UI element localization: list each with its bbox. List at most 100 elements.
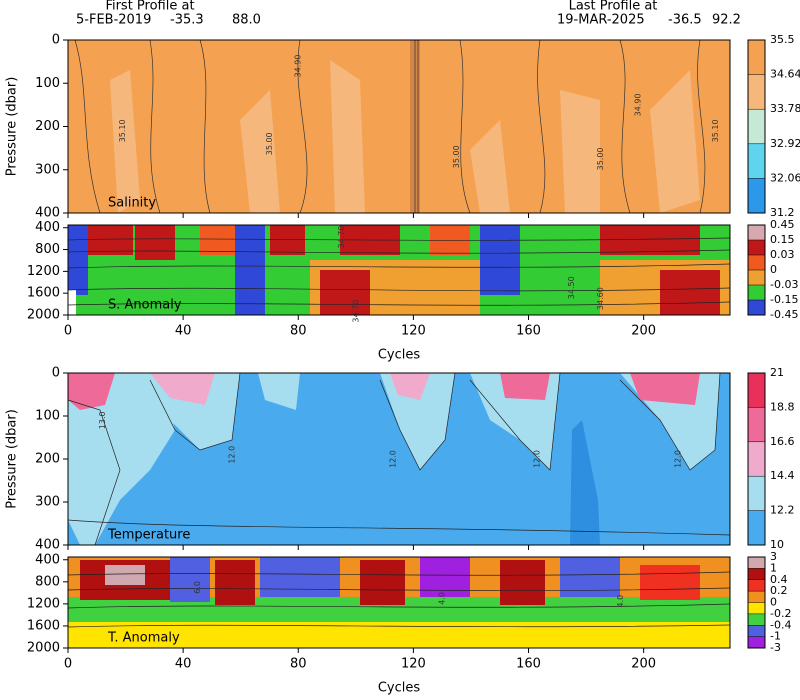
colorbar-bin	[748, 178, 765, 213]
colorbar-label: -0.03	[770, 278, 798, 291]
colorbar-bin	[748, 510, 765, 545]
y-tick-label: 400	[35, 552, 60, 567]
colorbar-label: 12.2	[770, 504, 795, 517]
x-axis-label: Cycles	[378, 681, 421, 696]
colorbar-bin	[748, 579, 765, 592]
x-tick-label: 0	[64, 657, 72, 672]
contour-label: 35.10	[711, 119, 720, 142]
y-tick-label: 200	[35, 452, 60, 467]
last-profile-date: 19-MAR-2025	[557, 13, 645, 28]
x-tick-label: 80	[290, 324, 307, 339]
x-tick-label: 120	[401, 324, 426, 339]
y-tick-label: 300	[35, 495, 60, 510]
colorbar-bin	[748, 373, 765, 408]
y-tick-label: 400	[35, 220, 60, 235]
temperature-anomaly-field	[67, 557, 731, 648]
colorbar-label: 32.06	[770, 171, 800, 184]
colorbar-label: 0.4	[770, 573, 788, 586]
contour-label: 35.00	[452, 145, 461, 168]
x-tick-label: 120	[401, 657, 426, 672]
salinity-anomaly-field	[67, 225, 731, 315]
colorbar-label: 32.92	[770, 137, 800, 150]
y-tick-label: 800	[35, 574, 60, 589]
y-tick-label: 400	[35, 206, 60, 221]
last-profile-lon: 92.2	[712, 13, 741, 28]
colorbar-bin	[748, 300, 765, 315]
colorbar-bin	[748, 225, 765, 240]
colorbar-label: 10	[770, 538, 784, 551]
colorbar-bin	[748, 557, 765, 569]
x-tick-label: 160	[516, 324, 541, 339]
colorbar-label: -0.15	[770, 293, 798, 306]
x-axis-label: Cycles	[378, 348, 421, 363]
colorbar-label: 0.03	[770, 248, 795, 261]
colorbar-label: 0.45	[770, 218, 795, 231]
x-tick-label: 200	[631, 324, 656, 339]
y-tick-label: 2000	[27, 308, 60, 323]
colorbar-label: 3	[770, 550, 777, 563]
y-axis-label: Pressure (dbar)	[5, 409, 20, 509]
plot-frame	[67, 556, 731, 649]
colorbar-label: 21	[770, 366, 784, 379]
contour-label: 34.70	[337, 226, 346, 249]
y-tick-label: 800	[35, 242, 60, 257]
colorbar-bin	[748, 625, 765, 637]
first-profile-lon: 88.0	[232, 13, 261, 28]
first-profile-date: 5-FEB-2019	[76, 13, 151, 28]
colorbar-label: 18.8	[770, 400, 795, 413]
panel-title: Temperature	[107, 528, 190, 543]
colorbar-label: -0.4	[770, 618, 791, 631]
panel-title: Salinity	[108, 196, 156, 211]
colorbar-bin	[748, 441, 765, 477]
colorbar-label: 0	[770, 263, 777, 276]
colorbar-bin	[748, 636, 765, 648]
contour-label: 35.10	[118, 119, 127, 142]
colorbar-bin	[748, 255, 765, 270]
contour-label: 12.0	[674, 450, 683, 468]
first-profile-label: First Profile at	[105, 0, 194, 14]
colorbar-label: -1	[770, 630, 781, 643]
x-tick-label: 40	[175, 657, 192, 672]
colorbar-bin	[748, 285, 765, 300]
contour-label: 4.0	[438, 592, 447, 605]
colorbar-bin	[748, 602, 765, 614]
x-tick-label: 0	[64, 324, 72, 339]
temperature-field	[67, 372, 731, 546]
contour-label: 34.50	[567, 276, 576, 299]
colorbar-label: 0.2	[770, 584, 788, 597]
y-tick-label: 2000	[27, 641, 60, 656]
contour-label: 35.00	[596, 147, 605, 170]
contour-label: 34.90	[294, 54, 303, 77]
salinity-field	[68, 39, 730, 214]
y-tick-label: 400	[35, 538, 60, 553]
last-profile-label: Last Profile at	[569, 0, 658, 14]
colorbar-bin	[748, 74, 765, 110]
y-tick-label: 100	[35, 76, 60, 91]
contour-label: 12.0	[228, 446, 237, 464]
x-tick-label: 200	[631, 657, 656, 672]
colorbar-bin	[748, 143, 765, 179]
plot-frame	[67, 224, 731, 316]
x-tick-label: 160	[516, 657, 541, 672]
y-tick-label: 100	[35, 409, 60, 424]
colorbar-label: 16.6	[770, 435, 795, 448]
colorbar-bin	[748, 109, 765, 144]
colorbar-label: 1	[770, 561, 777, 574]
x-tick-label: 40	[175, 324, 192, 339]
contour-label: 34.60	[596, 287, 605, 310]
colorbar-bin	[748, 40, 765, 75]
colorbar-label: 31.2	[770, 206, 795, 219]
colorbar-label: -0.45	[770, 308, 798, 321]
y-axis-label: Pressure (dbar)	[5, 77, 20, 177]
colorbar-bin	[748, 240, 765, 255]
x-tick-label: 80	[290, 657, 307, 672]
contour-label: 6.0	[193, 581, 202, 594]
y-tick-label: 1200	[27, 264, 60, 279]
contour-label: 12.0	[389, 450, 398, 468]
colorbar-bin	[748, 591, 765, 603]
colorbar-bin	[748, 270, 765, 285]
y-tick-label: 200	[35, 119, 60, 134]
colorbar-label: 0.15	[770, 233, 795, 246]
contour-label: 13.0	[98, 411, 107, 429]
colorbar-label: 14.4	[770, 469, 795, 482]
